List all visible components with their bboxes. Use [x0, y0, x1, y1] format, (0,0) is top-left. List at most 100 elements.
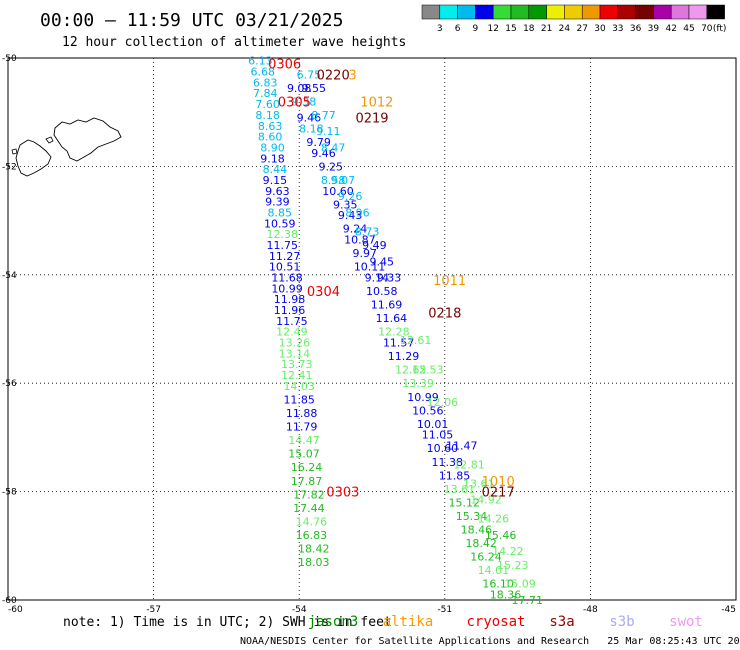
y-tick-label: -50	[2, 54, 17, 64]
wave-height-label: 11.68	[271, 272, 303, 285]
wave-height-label: 18.03	[298, 556, 330, 569]
y-tick-label: -52	[2, 162, 17, 172]
wave-height-label: 11.75	[266, 239, 298, 252]
legend-tick-label: 12	[487, 24, 498, 34]
wave-height-label: 18.46	[461, 524, 493, 537]
track-track_west: 6.136.686.837.847.608.188.638.608.909.18…	[248, 55, 329, 569]
wave-height-label: 10.87	[344, 234, 376, 247]
legend-tick-label: 36	[630, 24, 642, 34]
legend-swatch	[581, 4, 601, 20]
wave-height-label: 13.26	[279, 337, 311, 350]
wave-height-label: 9.25	[318, 160, 343, 173]
coastline-falkland-islands	[11, 117, 122, 177]
wave-height-label: 10.56	[412, 404, 444, 417]
legend-tick-label: 18	[523, 24, 535, 34]
wave-height-label: 9.33	[377, 272, 402, 285]
satellite-s3a-label: s3a	[549, 614, 574, 630]
wave-height-label: 17.87	[291, 475, 323, 488]
legend-swatch	[706, 4, 725, 20]
wave-height-label: 9.43	[338, 209, 363, 222]
wave-height-label: 9.46	[311, 147, 336, 160]
wave-height-label: 6.83	[253, 76, 278, 89]
wave-height-label: 11.27	[269, 250, 301, 263]
wave-height-label: 11.96	[274, 304, 306, 317]
wave-height-label: 11.85	[439, 469, 471, 482]
wave-height-label: 7.60	[255, 98, 280, 111]
legend-tick-label: 33	[612, 24, 623, 34]
wave-height-label: 12.49	[276, 326, 308, 339]
wave-height-label: 11.57	[383, 337, 415, 350]
wave-height-label: 9.55	[302, 82, 327, 95]
wave-height-label: 7.84	[253, 87, 278, 100]
wave-height-label: 10.60	[322, 185, 354, 198]
wave-height-label: 9.14	[365, 272, 390, 285]
y-tick-label: -60	[2, 596, 17, 606]
wave-height-label: 14.47	[288, 434, 320, 447]
satellite-altika-label: altika	[383, 614, 434, 630]
wave-height-label: 8.60	[258, 131, 283, 144]
wave-height-label: 11.75	[276, 315, 308, 328]
legend-swatch	[439, 4, 458, 20]
pass-time-label: 3	[348, 68, 356, 83]
legend-swatch	[510, 4, 530, 20]
wave-height-label: 8.44	[263, 163, 288, 176]
wave-height-label: 11.47	[446, 440, 478, 453]
wave-height-label: 9.11	[316, 125, 341, 138]
satellite-swot-label: swot	[669, 614, 703, 630]
wave-height-label: 8.77	[311, 109, 336, 122]
legend-swatch	[421, 4, 441, 20]
legend-swatch	[635, 4, 654, 20]
wave-height-label: 15.07	[288, 448, 320, 461]
wave-height-label: 10.99	[407, 391, 439, 404]
wave-height-label: 8.73	[355, 225, 380, 238]
wave-height-label: 11.64	[376, 312, 408, 325]
pass-time-label: 0219	[355, 112, 388, 127]
x-tick-label: -57	[146, 605, 161, 615]
legend-swatch	[475, 4, 494, 20]
y-tick-label: -58	[2, 488, 17, 498]
wave-height-label: 15.23	[497, 559, 529, 572]
wave-height-label: 14.01	[478, 564, 510, 577]
legend-tick-label: 3	[437, 24, 443, 34]
wave-height-label: 15.09	[504, 578, 536, 591]
wave-height-label: 17.82	[293, 488, 325, 501]
x-tick-label: -48	[583, 605, 598, 615]
legend-swatch	[688, 4, 708, 20]
footer-note: note: 1) Time is in UTC; 2) SWH is in fe…	[63, 615, 392, 630]
wave-height-label: 10.51	[269, 261, 301, 274]
wave-height-label: 9.08	[287, 82, 312, 95]
wave-height-label: 14.03	[283, 380, 315, 393]
chart-title: 00:00 – 11:59 UTC 03/21/2025	[40, 10, 343, 31]
pass-time-label: 0303	[326, 486, 359, 501]
legend-tick-label: 45	[683, 24, 694, 34]
pass-time-label: 0305	[278, 95, 311, 110]
wave-height-label: 12.38	[266, 228, 298, 241]
legend-swatch	[670, 4, 690, 20]
wave-height-label: 9.79	[306, 136, 331, 149]
pass-time-label: 0304	[307, 285, 340, 300]
wave-height-label: 9.39	[265, 196, 290, 209]
wave-height-label: 12.41	[281, 369, 313, 382]
legend-swatch	[599, 4, 619, 20]
wave-height-label: 14.92	[470, 494, 502, 507]
pass-time-label: 0220	[317, 68, 350, 83]
legend-tick-label: 39	[648, 24, 660, 34]
wave-height-label: 8.96	[345, 206, 370, 219]
x-tick-label: -60	[8, 605, 23, 615]
x-tick-label: -51	[437, 605, 452, 615]
wave-height-label: 11.29	[388, 350, 420, 363]
legend-tick-label: 70	[701, 24, 713, 34]
wave-height-label: 9.26	[338, 190, 363, 203]
wave-height-label: 13.39	[402, 377, 434, 390]
wave-height-label: 15.46	[485, 529, 517, 542]
track-track_middle: 9.089.389.468.189.799.469.258.5810.609.3…	[287, 82, 521, 602]
wave-height-label: 18.42	[465, 537, 497, 550]
legend-swatch	[528, 4, 547, 20]
wave-height-label: 8.18	[255, 109, 280, 122]
wave-height-label: 10.58	[366, 285, 398, 298]
legend-tick-label: 42	[665, 24, 676, 34]
wave-height-label: 17.71	[512, 594, 544, 607]
wave-height-label: 11.98	[274, 293, 306, 306]
wave-height-label: 9.63	[265, 185, 290, 198]
